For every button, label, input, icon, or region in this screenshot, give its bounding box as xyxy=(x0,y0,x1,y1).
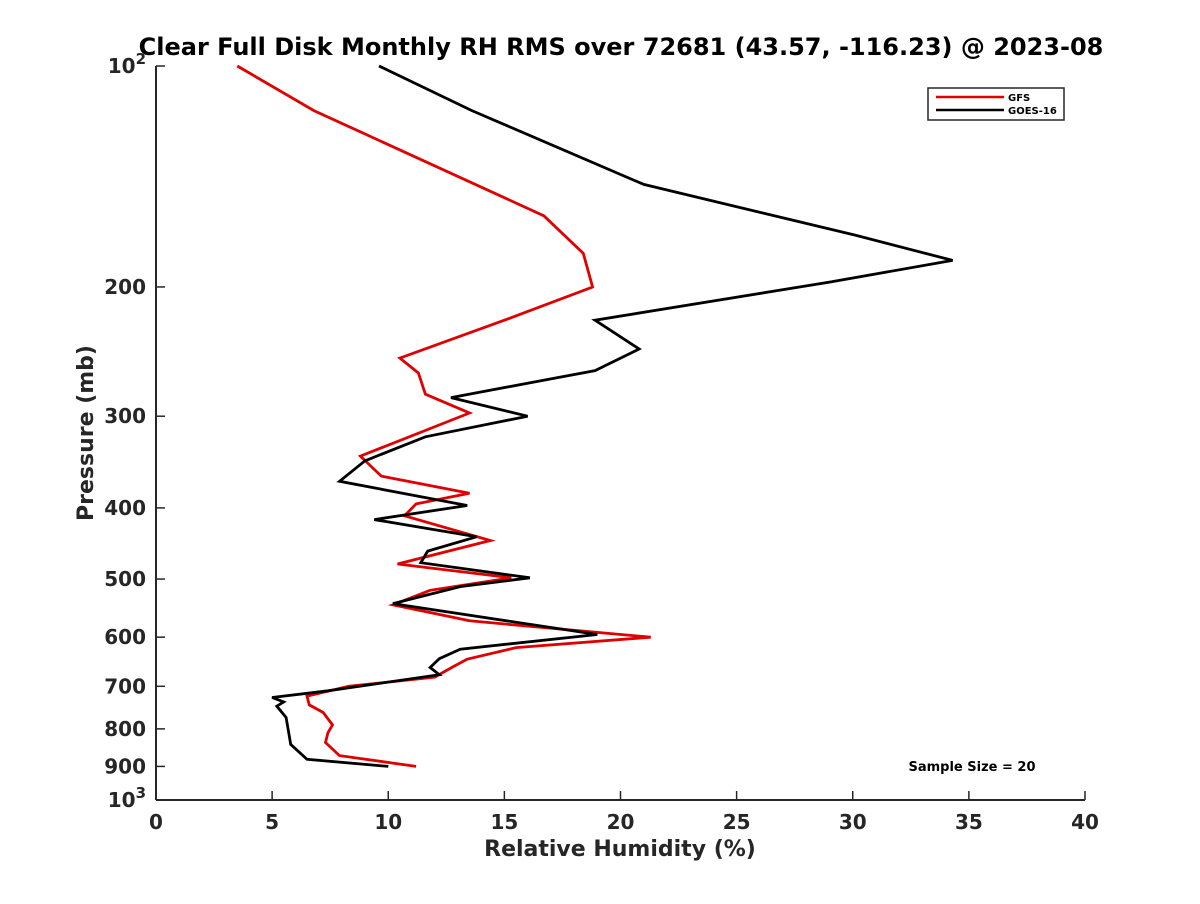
x-tick-label: 40 xyxy=(1071,810,1099,834)
x-tick-label: 5 xyxy=(265,810,279,834)
y-tick-label: 600 xyxy=(104,625,146,649)
y-axis-ticks: 102 200 300 400 500 600 700 800 900 103 xyxy=(104,50,165,812)
legend-label-gfs: GFS xyxy=(1008,93,1030,104)
x-tick-label: 35 xyxy=(955,810,983,834)
series-lines xyxy=(236,64,953,768)
x-tick-label: 30 xyxy=(839,810,867,834)
y-axis-label: Pressure (mb) xyxy=(74,345,99,521)
series-line-goes16 xyxy=(271,64,953,768)
x-axis-ticks: 0 5 10 15 20 25 30 35 40 xyxy=(149,791,1099,834)
y-tick-label: 700 xyxy=(104,674,146,698)
y-tick-label: 800 xyxy=(104,717,146,741)
sample-size-annotation: Sample Size = 20 xyxy=(908,760,1035,775)
chart-title: Clear Full Disk Monthly RH RMS over 7268… xyxy=(139,33,1104,61)
x-axis-label: Relative Humidity (%) xyxy=(484,837,756,862)
legend: GFS GOES-16 xyxy=(927,87,1065,121)
legend-label-goes16: GOES-16 xyxy=(1008,106,1057,117)
y-tick-label: 900 xyxy=(104,754,146,778)
x-tick-label: 10 xyxy=(374,810,402,834)
x-tick-label: 0 xyxy=(149,810,163,834)
legend-box xyxy=(927,87,1065,121)
x-tick-label: 25 xyxy=(723,810,751,834)
x-tick-label: 20 xyxy=(607,810,635,834)
y-tick-label: 102 xyxy=(108,50,146,78)
x-tick-label: 15 xyxy=(490,810,518,834)
y-tick-label: 300 xyxy=(104,404,146,428)
series-line-gfs xyxy=(236,64,651,768)
y-tick-label: 500 xyxy=(104,567,146,591)
y-tick-label: 103 xyxy=(108,784,146,812)
y-tick-label: 200 xyxy=(104,275,146,299)
y-tick-label: 400 xyxy=(104,496,146,520)
